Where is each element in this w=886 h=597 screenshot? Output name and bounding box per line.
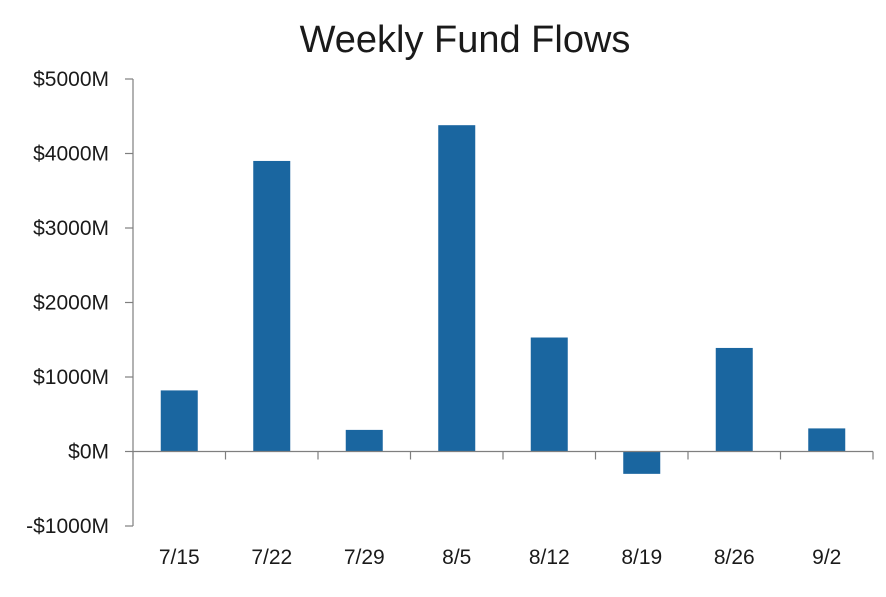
y-tick-label: $1000M	[33, 366, 109, 389]
y-tick-label: $3000M	[33, 217, 109, 240]
x-tick-label: 8/5	[442, 546, 471, 569]
x-tick-label: 7/22	[251, 546, 292, 569]
y-tick-label: $4000M	[33, 143, 109, 166]
bar-8-12	[530, 337, 568, 452]
bars	[160, 125, 846, 474]
bar-7-15	[160, 390, 198, 452]
chart-title: Weekly Fund Flows	[300, 19, 631, 61]
bar-7-22	[253, 160, 291, 452]
x-tick-label: 9/2	[812, 546, 841, 569]
y-tick-label: $5000M	[33, 68, 109, 91]
bar-8-5	[438, 125, 476, 452]
x-tick-label: 8/12	[529, 546, 570, 569]
bar-9-2	[808, 428, 846, 452]
y-axis: $5000M $4000M $3000M $2000M $1000M $0M -$1000M	[26, 68, 134, 538]
bar-8-26	[715, 347, 753, 452]
bar-8-19	[623, 451, 661, 474]
y-tick-label: -$1000M	[26, 515, 109, 538]
y-tick-label: $0M	[68, 441, 109, 464]
y-tick-label: $2000M	[33, 292, 109, 315]
x-axis: 7/15 7/22 7/29 8/5 8/12 8/19 8/26 9/2	[132, 450, 874, 569]
x-tick-label: 8/26	[714, 546, 755, 569]
x-tick-label: 8/19	[621, 546, 662, 569]
x-tick-label: 7/29	[344, 546, 385, 569]
bar-7-29	[345, 429, 383, 452]
x-tick-label: 7/15	[159, 546, 200, 569]
